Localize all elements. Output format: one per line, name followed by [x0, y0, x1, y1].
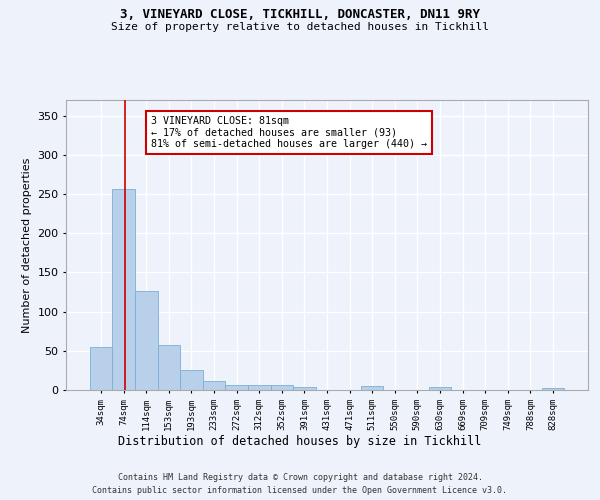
Text: 3, VINEYARD CLOSE, TICKHILL, DONCASTER, DN11 9RY: 3, VINEYARD CLOSE, TICKHILL, DONCASTER, …	[120, 8, 480, 20]
Bar	[112, 188, 135, 390]
Bar	[271, 386, 293, 390]
Text: 3 VINEYARD CLOSE: 81sqm
← 17% of detached houses are smaller (93)
81% of semi-de: 3 VINEYARD CLOSE: 81sqm ← 17% of detache…	[151, 116, 427, 149]
Bar	[542, 388, 564, 390]
Text: Contains HM Land Registry data © Crown copyright and database right 2024.: Contains HM Land Registry data © Crown c…	[118, 472, 482, 482]
Bar	[135, 291, 158, 390]
Bar	[293, 387, 316, 390]
Bar	[203, 380, 226, 390]
Text: Distribution of detached houses by size in Tickhill: Distribution of detached houses by size …	[118, 435, 482, 448]
Text: Size of property relative to detached houses in Tickhill: Size of property relative to detached ho…	[111, 22, 489, 32]
Bar	[180, 370, 203, 390]
Y-axis label: Number of detached properties: Number of detached properties	[22, 158, 32, 332]
Bar	[158, 346, 180, 390]
Bar	[361, 386, 383, 390]
Bar	[248, 386, 271, 390]
Bar	[226, 386, 248, 390]
Bar	[428, 387, 451, 390]
Bar	[90, 347, 112, 390]
Text: Contains public sector information licensed under the Open Government Licence v3: Contains public sector information licen…	[92, 486, 508, 495]
